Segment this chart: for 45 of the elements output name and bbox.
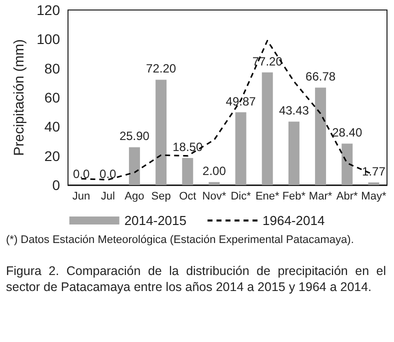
y-tick-label: 0: [52, 177, 60, 193]
x-tick-label: Mar*: [308, 190, 333, 202]
y-tick-label: 80: [44, 60, 60, 76]
bar: [182, 158, 194, 185]
bar: [342, 144, 353, 185]
data-label: 49.87: [226, 94, 256, 108]
bar: [128, 147, 140, 185]
data-label: 66.78: [306, 70, 336, 84]
y-tick-label: 60: [44, 90, 60, 106]
x-tick-label: Ene*: [255, 190, 280, 202]
data-label: 72.20: [146, 62, 176, 76]
x-tick-label: Oct: [179, 190, 196, 202]
data-label: 0.0: [100, 167, 117, 181]
bar: [288, 122, 300, 185]
text: (*) Datos Estación Meteorológica (Estación Experimental Patacamaya).: [6, 234, 355, 247]
bar: [208, 182, 220, 185]
legend-label: 1964-2014: [262, 213, 325, 228]
x-tick-label: Dic*: [230, 190, 252, 202]
y-tick-label: 120: [36, 2, 60, 18]
x-tick-label: Jun: [72, 190, 90, 202]
x-tick-label: Jul: [100, 190, 115, 202]
bar: [315, 88, 326, 185]
data-label: 0.0: [72, 167, 90, 181]
legend-label: 2014-2015: [124, 213, 187, 228]
y-axis-title: Precipitación (mm): [10, 39, 27, 156]
data-label: 28.40: [332, 126, 362, 140]
data-label: 25.90: [119, 129, 150, 144]
bar: [235, 112, 246, 185]
x-tick-label: May*: [361, 190, 387, 202]
data-label: 43.43: [278, 104, 310, 118]
bar: [368, 182, 380, 185]
data-label: 1.77: [362, 164, 386, 178]
x-tick-label: Feb*: [282, 190, 306, 202]
x-tick-label: Abr*: [336, 190, 359, 202]
data-label: 18.50: [172, 140, 203, 154]
x-tick-label: Ago: [124, 190, 144, 202]
y-tick-label: 40: [44, 118, 60, 135]
y-tick-label: 100: [36, 31, 60, 48]
bar: [262, 72, 273, 185]
text: Figura 2. Comparación de la distribución de precipitación en el sector de Patacamaya entre los años 2014 a 2015 y 1964 a 2014.: [6, 263, 386, 295]
x-tick-label: Sep: [151, 190, 171, 202]
data-label: 2.00: [202, 164, 226, 178]
y-tick-label: 20: [44, 148, 60, 164]
bar: [156, 80, 167, 185]
x-tick-label: Nov*: [202, 190, 227, 202]
